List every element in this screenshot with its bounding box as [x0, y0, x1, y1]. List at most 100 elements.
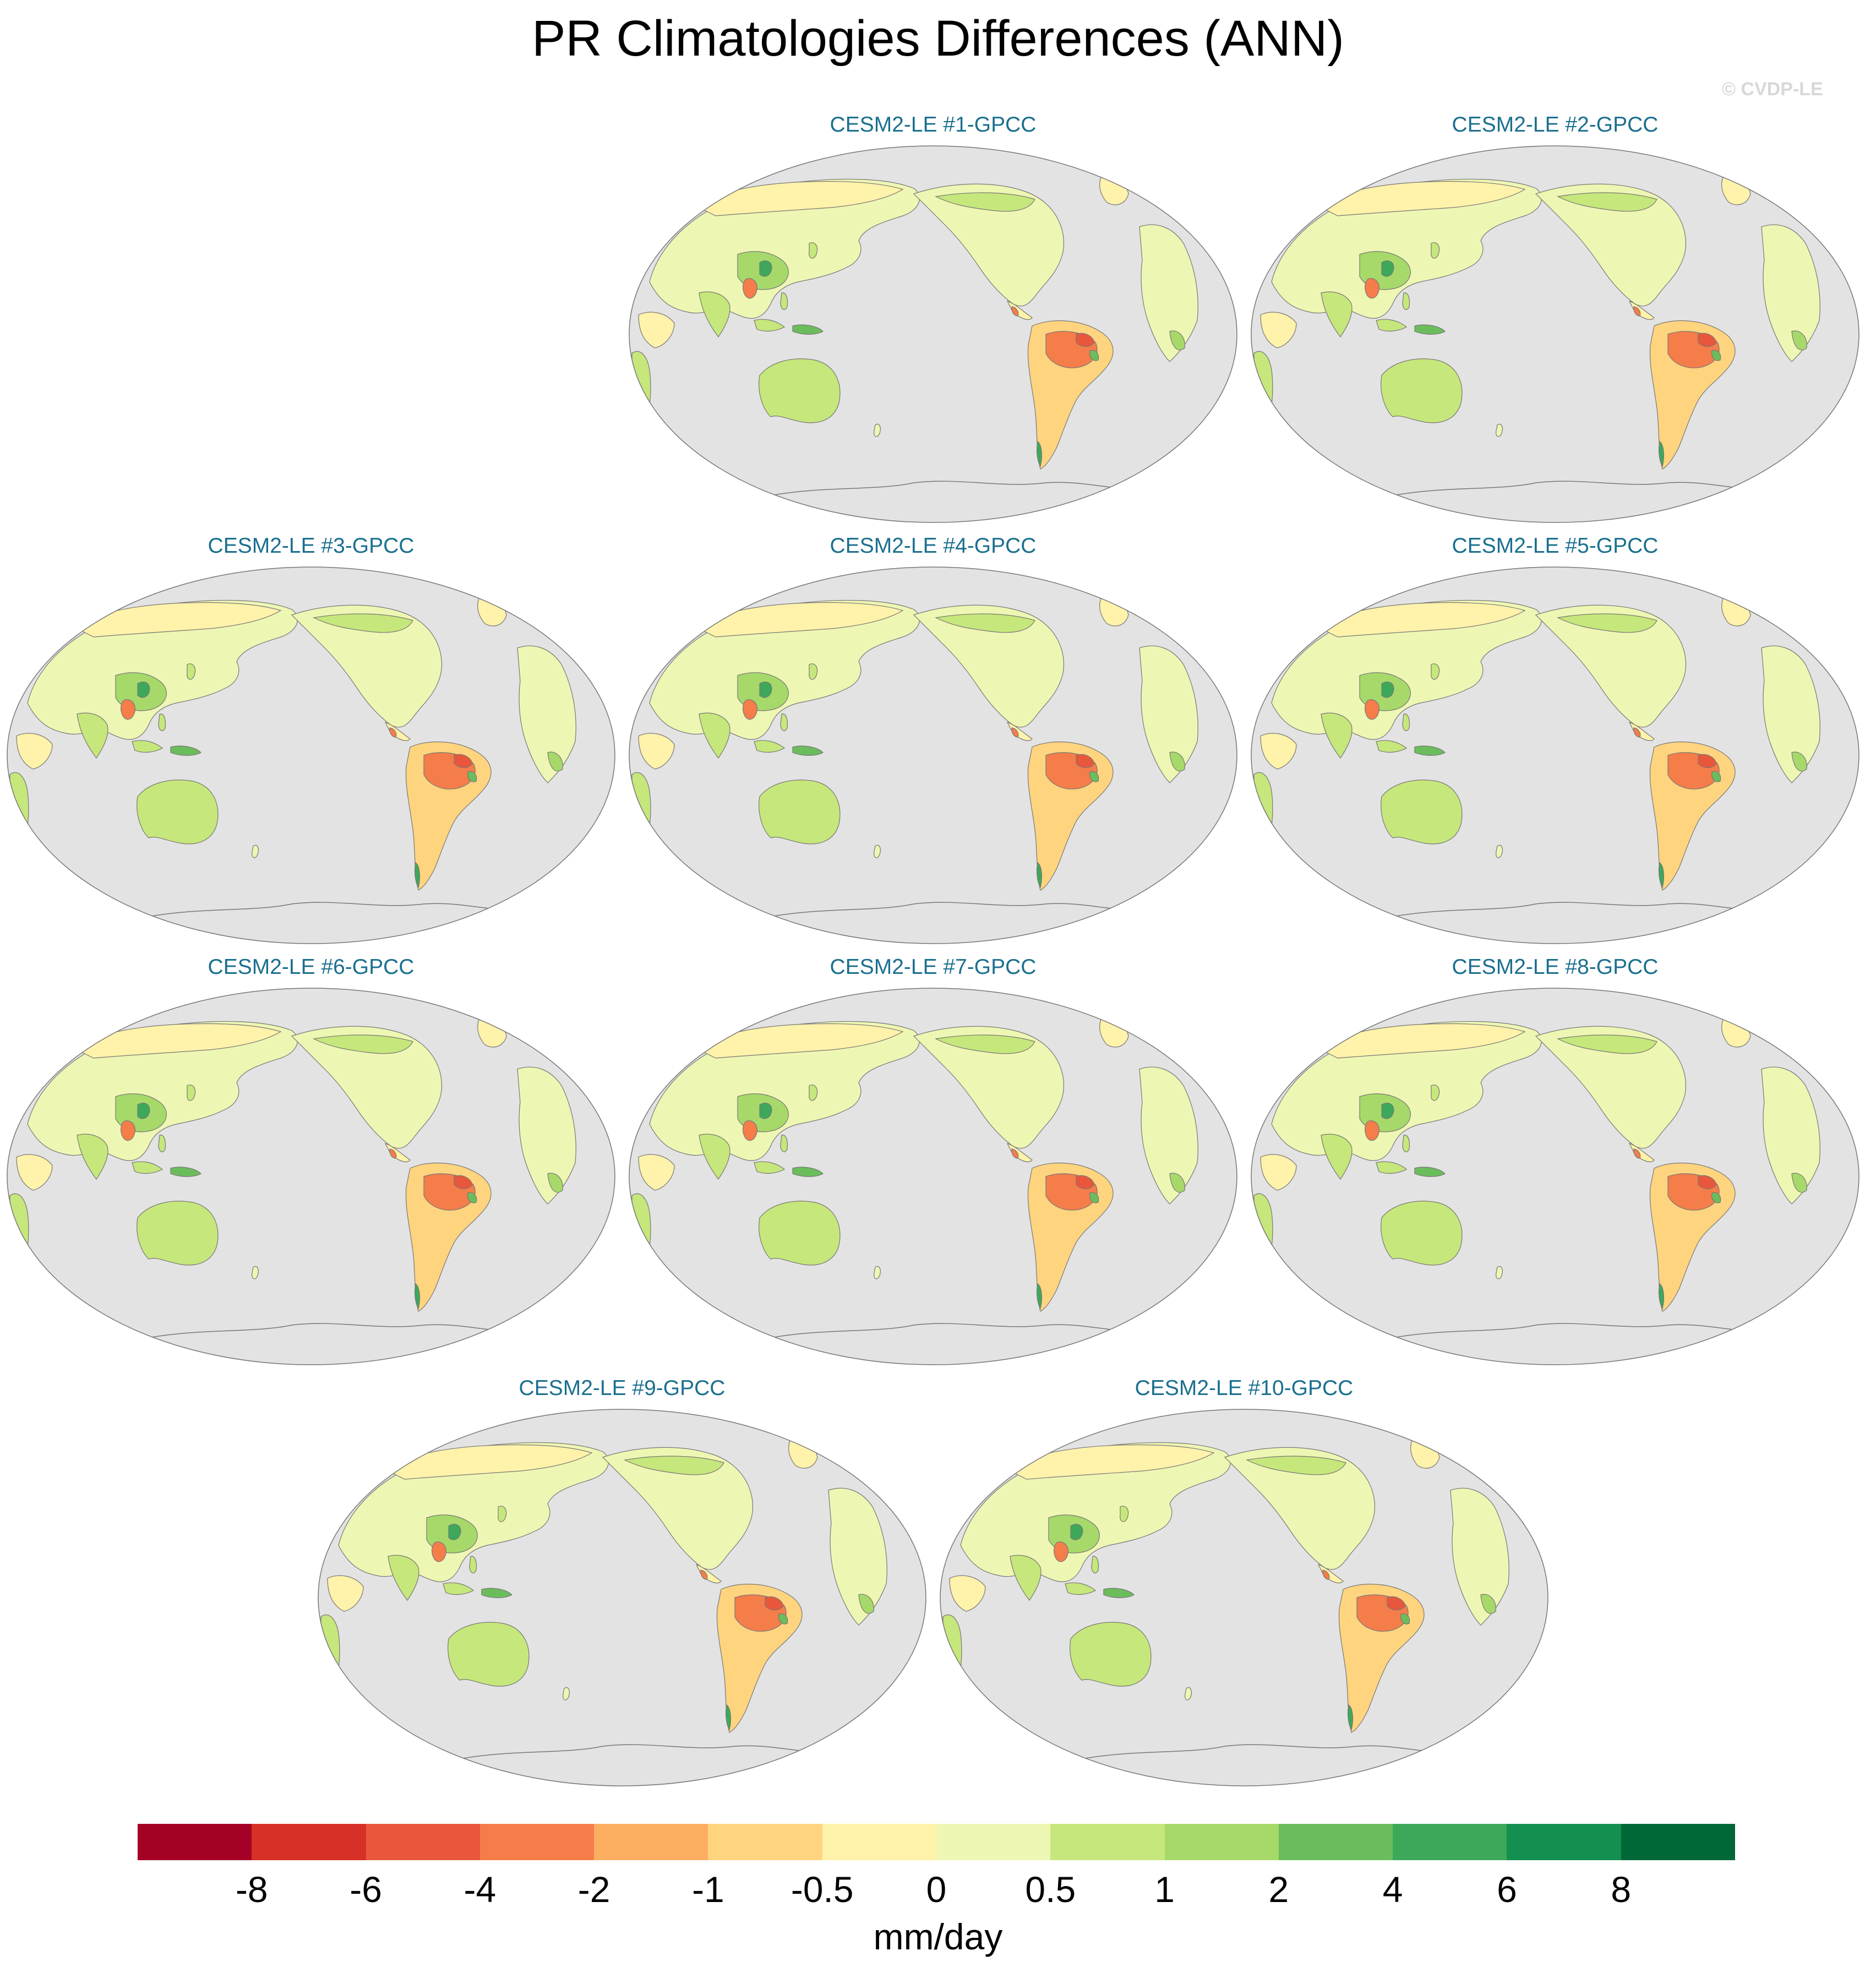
new-guinea — [1414, 324, 1446, 335]
colorbar-swatch — [138, 1824, 252, 1860]
amazon-very-dry-region — [454, 1175, 473, 1190]
land-group — [631, 176, 1198, 497]
antarctica-coastline — [1076, 1744, 1457, 1761]
southeast-asia-dry-region — [1365, 1120, 1380, 1141]
north-america-landmass — [1535, 604, 1687, 728]
andes-wet-region — [1348, 1704, 1354, 1731]
south-america-wet-region — [1400, 1613, 1410, 1625]
philippines — [1402, 713, 1410, 731]
new-guinea — [170, 745, 201, 756]
arabia-landmass — [1260, 1154, 1297, 1191]
amazon-very-dry-region — [1698, 333, 1717, 347]
southeast-asia-wet-region — [1381, 682, 1394, 698]
amazon-very-dry-region — [1076, 1175, 1095, 1190]
philippines — [1402, 1135, 1410, 1152]
colorbar-swatch — [822, 1824, 936, 1860]
new-zealand — [874, 844, 881, 858]
siberia-region — [70, 602, 282, 637]
andes-wet-region — [415, 862, 421, 889]
africa-edge-wet-region — [1169, 330, 1185, 351]
world-map — [318, 1409, 926, 1786]
south-america-wet-region — [1089, 350, 1099, 361]
antarctica-coastline — [143, 1323, 523, 1339]
andes-wet-region — [1659, 862, 1665, 889]
africa-edge-wet-region — [1169, 1173, 1185, 1193]
panel-title: CESM2-LE #2-GPCC — [1452, 113, 1659, 137]
central-america-dry-region — [389, 1148, 397, 1159]
central-america-dry-region — [1011, 1148, 1019, 1159]
africa-edge-wet-region — [1791, 751, 1807, 772]
panel-title: CESM2-LE #1-GPCC — [830, 113, 1037, 137]
africa-east-coast — [942, 1614, 962, 1695]
colorbar-swatch — [1621, 1824, 1735, 1860]
siberia-region — [1315, 1023, 1526, 1059]
arabia-landmass — [949, 1575, 986, 1612]
map-border — [7, 988, 615, 1365]
new-zealand — [874, 1266, 881, 1279]
panel-title: CESM2-LE #8-GPCC — [1452, 955, 1659, 979]
japan-islands — [1431, 242, 1440, 259]
africa-edge-wet-region — [1791, 330, 1807, 351]
amazon-very-dry-region — [454, 754, 473, 769]
maritime-continent — [1376, 740, 1408, 753]
arabia-landmass — [16, 1154, 53, 1191]
canada-north-region — [935, 1034, 1035, 1054]
new-guinea — [792, 1167, 824, 1177]
maritime-continent — [132, 740, 163, 753]
amazon-very-dry-region — [1698, 1175, 1717, 1190]
figure-title: PR Climatologies Differences (ANN) — [532, 10, 1344, 67]
colorbar-tick-label: -0.5 — [790, 1869, 854, 1910]
japan-islands — [498, 1506, 507, 1522]
maritime-continent — [754, 1161, 786, 1174]
colorbar-swatch — [1507, 1824, 1621, 1860]
new-zealand — [563, 1687, 570, 1701]
siberia-region — [70, 1023, 282, 1059]
land-group — [320, 1440, 887, 1761]
australia-landmass — [137, 1201, 219, 1266]
australia-landmass — [1381, 780, 1463, 844]
new-guinea — [1414, 1167, 1446, 1177]
india-landmass — [699, 712, 730, 759]
new-guinea — [792, 745, 824, 756]
land-group — [1253, 1018, 1820, 1339]
canada-north-region — [313, 1034, 413, 1054]
philippines — [780, 713, 788, 731]
africa-edge-wet-region — [1791, 1173, 1807, 1193]
africa-east-coast — [1253, 351, 1273, 432]
india-landmass — [1010, 1555, 1041, 1601]
map-border — [940, 1409, 1548, 1786]
antarctica-coastline — [1387, 902, 1768, 918]
antarctica-coastline — [1387, 1323, 1768, 1339]
africa-edge-wet-region — [1480, 1594, 1496, 1614]
world-map — [629, 566, 1237, 944]
australia-landmass — [1381, 1201, 1463, 1266]
map-panel-4: CESM2-LE #4-GPCC — [628, 534, 1239, 947]
japan-islands — [809, 242, 818, 259]
world-map — [940, 1409, 1548, 1786]
canada-north-region — [935, 192, 1035, 212]
panel-title: CESM2-LE #9-GPCC — [519, 1376, 726, 1400]
australia-landmass — [759, 358, 841, 423]
colorbar-tick-label: -1 — [692, 1869, 724, 1910]
siberia-region — [692, 1023, 904, 1059]
siberia-region — [1315, 181, 1526, 216]
southeast-asia-wet-region — [759, 260, 772, 277]
colorbar-tick-label: -2 — [577, 1869, 610, 1910]
colorbar-tick-label: -4 — [463, 1869, 497, 1910]
north-america-landmass — [1224, 1447, 1376, 1570]
central-america-dry-region — [1633, 306, 1641, 317]
australia-landmass — [137, 780, 219, 844]
southeast-asia-wet-region — [448, 1524, 461, 1540]
arabia-landmass — [638, 1154, 675, 1191]
colorbar-tick-label: 0 — [926, 1869, 947, 1910]
siberia-region — [692, 602, 904, 637]
southeast-asia-dry-region — [1054, 1541, 1069, 1562]
siberia-region — [692, 181, 904, 216]
southeast-asia-dry-region — [121, 699, 136, 720]
colorbar-swatch — [594, 1824, 708, 1860]
new-guinea — [481, 1588, 512, 1598]
map-panel-2: CESM2-LE #2-GPCC — [1250, 113, 1861, 526]
map-border — [1251, 566, 1859, 944]
japan-islands — [809, 663, 818, 680]
colorbar-swatch — [1050, 1824, 1165, 1860]
